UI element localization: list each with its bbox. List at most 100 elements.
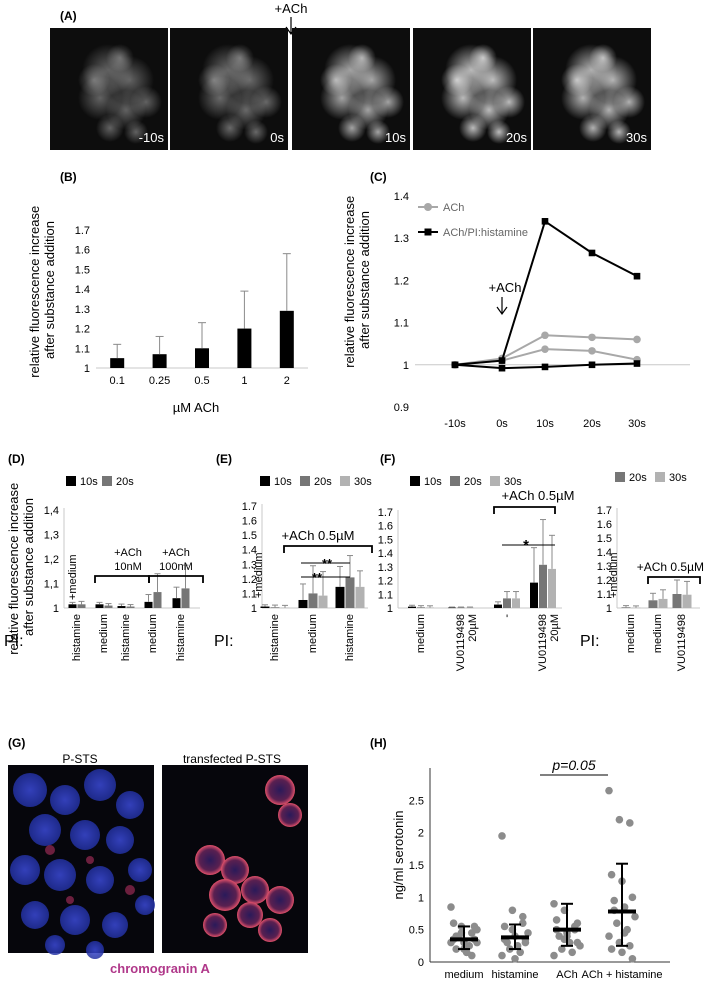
panel-b-ytick: 1.4 xyxy=(75,284,90,296)
panel-f-sig: * xyxy=(523,537,529,554)
panel-d-xtick: medium xyxy=(98,614,110,653)
panel-a-ach-marker: +ACh xyxy=(275,1,308,16)
panel-f-xtick: VU011949820µM xyxy=(455,614,479,671)
panel-h-point xyxy=(558,945,566,953)
panel-b-bar xyxy=(237,328,252,368)
panel-d-bar xyxy=(95,604,104,608)
panel-c-point xyxy=(498,364,506,372)
panel-a-image-strip: +ACh -10s 0s 10s 20s 30s xyxy=(50,1,651,150)
panel-c-ytick: 1 xyxy=(403,360,409,372)
panel-c-xtick: 10s xyxy=(536,418,554,430)
panel-d-ylabel: relative fluorescence increase after sub… xyxy=(6,479,36,655)
panel-f-ytick: 1.7 xyxy=(378,507,393,519)
panel-b-xlabel: µM ACh xyxy=(173,400,220,415)
panel-f-annotation: +ACh 0.5µM xyxy=(502,488,575,503)
panel-c-xtick: 0s xyxy=(496,418,508,430)
panel-h-point xyxy=(521,938,530,947)
panel-c-point xyxy=(541,331,549,340)
panel-a-cell-blob xyxy=(244,120,268,144)
panel-a-cell-blob xyxy=(250,86,282,118)
panel-c-point xyxy=(633,360,641,367)
panel-e-xtick: histamine xyxy=(269,614,281,661)
panel-f-bar xyxy=(448,607,456,609)
panel-c-xtick: 30s xyxy=(628,418,646,430)
panel-g-nucleus xyxy=(50,785,80,815)
panel-g-transfected-cell xyxy=(237,902,263,928)
panel-h-ytick: 2 xyxy=(418,828,424,840)
panel-d-pi-label: PI: xyxy=(4,633,24,650)
panel-e-annotation: +ACh 0.5µM xyxy=(282,528,355,543)
panel-a-frame-time: 20s xyxy=(506,130,527,145)
panel-g-nucleus xyxy=(29,814,61,846)
panel-a-cell-blob xyxy=(320,64,352,96)
panel-c-point xyxy=(588,333,596,342)
panel-a-frame: 30s xyxy=(533,28,651,150)
panel-h-point xyxy=(610,896,618,905)
panel-h-xtick: histamine xyxy=(491,969,538,981)
panel-e-bar xyxy=(298,599,308,608)
panel-f-bar xyxy=(539,564,547,608)
panel-g-nucleus xyxy=(70,820,100,850)
panel-a-frame: 20s xyxy=(413,28,531,150)
panel-f-bar xyxy=(457,607,465,609)
panel-f-ytick: 1.2 xyxy=(378,576,393,588)
panel-f-legend-label: 20s xyxy=(464,476,482,488)
panel-a-cell-blob xyxy=(487,120,511,144)
panel-c-legend-label: ACh xyxy=(443,202,464,214)
panel-g-transfected-cell xyxy=(266,886,294,914)
panel-f2-ytick: 1 xyxy=(606,603,612,615)
panel-f2-xtick: medium xyxy=(652,614,664,653)
panel-label-f: (F) xyxy=(380,452,395,466)
panel-g-red-spot xyxy=(66,896,74,904)
panel-e-bar xyxy=(355,586,365,608)
panel-d-annotation: 10nM xyxy=(114,561,142,573)
panel-f-bar xyxy=(530,582,538,608)
panel-g-transfected-cell xyxy=(203,913,227,937)
panel-c-annotation: +ACh xyxy=(489,280,522,295)
panel-g-nucleus xyxy=(13,773,47,807)
panel-h-point xyxy=(511,954,519,963)
panel-h-xtick: ACh xyxy=(556,969,577,981)
panel-b-xtick: 0.25 xyxy=(149,375,170,387)
panel-d-ytick: 1,1 xyxy=(44,579,59,591)
panel-f2-ytick: 1.7 xyxy=(597,505,612,517)
panel-e-ytick: 1.6 xyxy=(242,516,257,528)
panel-e-ytick: 1.1 xyxy=(242,588,257,600)
panel-f2-bar xyxy=(631,607,641,609)
panel-h-point xyxy=(615,815,624,824)
panel-c-ytick: 1.1 xyxy=(394,318,409,330)
panel-f2-bracket xyxy=(647,576,701,584)
panel-h-point xyxy=(470,922,479,931)
panel-g-nucleus xyxy=(10,855,40,885)
panel-c-point xyxy=(588,347,596,355)
panel-h-point xyxy=(519,912,527,921)
panel-f2-legend-swatch xyxy=(655,472,665,482)
panel-e-legend-swatch xyxy=(340,476,350,486)
panel-d-legend-swatch xyxy=(66,476,76,486)
panel-f-legend-swatch xyxy=(450,476,460,486)
panel-a-cell-blob xyxy=(226,44,254,72)
panel-a-cell-blob xyxy=(96,114,124,142)
panel-g-red-spot xyxy=(86,856,94,864)
panel-f-xtick: - xyxy=(501,614,513,618)
panel-h-point xyxy=(573,938,582,947)
panel-f-bar xyxy=(503,598,511,608)
panel-g-nucleus xyxy=(86,866,114,894)
panel-f2-legend-swatch xyxy=(615,472,625,482)
panel-b-ylabel: relative fluorescence increase after sub… xyxy=(27,202,57,378)
panel-h-ytick: 0 xyxy=(418,957,424,969)
panel-f2-annotation: +medium xyxy=(608,552,620,598)
panel-f-legend-swatch xyxy=(410,476,420,486)
panel-label-c: (C) xyxy=(370,170,387,184)
panel-f-ytick: 1.3 xyxy=(378,562,393,574)
panel-g-nucleus xyxy=(60,905,90,935)
panel-e-ytick: 1.7 xyxy=(242,501,257,513)
panel-label-d: (D) xyxy=(8,452,25,466)
panel-f2-ytick: 1.4 xyxy=(597,547,612,559)
panel-e-bar xyxy=(335,586,345,608)
panel-h-point xyxy=(607,870,616,879)
panel-e-bar xyxy=(270,607,280,608)
panel-c-point xyxy=(451,361,459,369)
panel-f-bar xyxy=(548,568,556,608)
panel-f-xtick: medium xyxy=(415,614,427,653)
